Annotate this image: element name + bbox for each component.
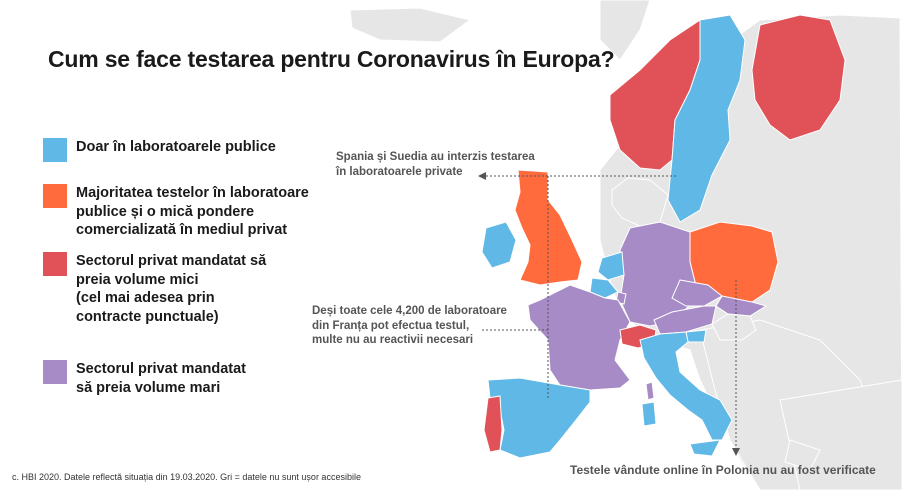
annotation-arrows [478,172,740,456]
arrow-sweden [478,172,486,180]
legend-swatch [43,252,67,276]
annotation-spain-sweden: Spania și Suedia au interzis testarea în… [336,151,535,178]
country-slovenia [685,329,707,343]
country-ireland [481,221,517,269]
country-netherlands [597,251,625,281]
legend-swatch [43,138,67,162]
country-sweden [667,14,746,223]
country-uk [514,169,583,286]
legend-item-private-large: Sectorul privat mandatat să preia volume… [43,360,246,397]
page-title: Cum se face testarea pentru Coronavirus … [48,46,615,72]
country-hungary [711,313,757,341]
country-finland [751,14,846,141]
country-belgium [589,277,619,299]
country-sardinia [641,401,657,427]
legend-label: Sectorul privat mandatat să preia volume… [76,253,267,325]
greece-islands [784,439,821,471]
svalbard-landmass [349,7,472,43]
legend-swatch [43,360,67,384]
legend-item-mostly-public: Majoritatea testelor în laboratoare publ… [43,184,309,240]
annotation-lines [482,175,737,452]
country-italy [639,331,733,441]
country-spain [487,377,591,459]
arrow-poland [732,448,740,456]
legend-label: Sectorul privat mandatat să preia volume… [76,361,247,396]
legend-swatch [43,184,67,208]
country-sicily [689,439,721,457]
countries [481,14,846,459]
legend-item-public-only: Doar în laboratoarele publice [43,138,276,162]
legend-label: Doar în laboratoarele publice [76,139,276,155]
norway-north-landmass [599,0,651,61]
country-portugal [483,395,503,453]
legend-label: Majoritatea testelor în laboratoare publ… [76,185,309,238]
footnote: c. HBI 2020. Datele reflectă situația di… [12,472,361,482]
country-france [527,284,631,391]
annotation-poland: Testele vândute online în Polonia nu au … [570,463,876,477]
country-corsica [645,381,655,401]
annotation-france: Deși toate cele 4,200 de laboratoare din… [312,305,507,346]
legend-item-private-small: Sectorul privat mandatat să preia volume… [43,252,266,326]
